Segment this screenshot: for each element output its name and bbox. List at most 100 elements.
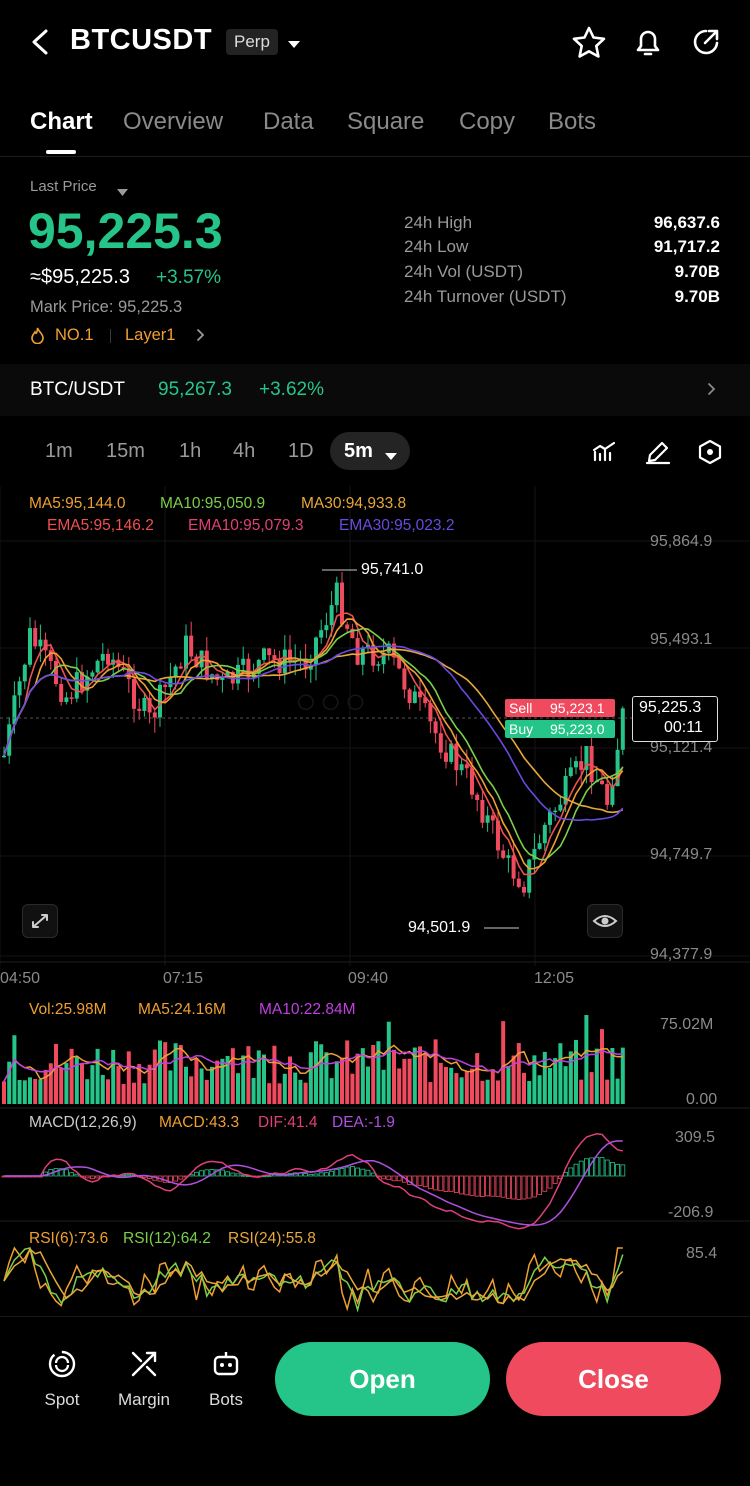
volume-bar <box>74 1056 79 1104</box>
chevron-down-icon[interactable] <box>287 37 301 55</box>
sell-tag-label: Sell <box>509 700 533 716</box>
volume-bar <box>501 1021 506 1104</box>
macd-histogram-bar <box>69 1172 74 1177</box>
visibility-button[interactable] <box>587 904 623 938</box>
chevron-right-icon[interactable] <box>196 328 205 347</box>
spot-icon[interactable] <box>32 1348 92 1385</box>
candle-body <box>220 677 225 680</box>
candle-body <box>38 639 43 647</box>
pair-title[interactable]: BTCUSDT <box>70 24 213 56</box>
volume-bar <box>594 1048 599 1104</box>
volume-bar <box>366 1066 370 1104</box>
buy-tag[interactable] <box>505 720 615 738</box>
candle-body <box>168 676 173 688</box>
bell-icon[interactable] <box>632 26 664 63</box>
bot-icon[interactable] <box>196 1348 256 1385</box>
draw-pencil-icon[interactable] <box>645 439 671 470</box>
timeframe-1d[interactable]: 1D <box>288 440 314 462</box>
bots-label[interactable]: Bots <box>208 1390 244 1409</box>
candle-body <box>85 676 90 691</box>
open-button[interactable]: Open <box>275 1342 490 1416</box>
candle-body <box>236 664 240 684</box>
volume-bar <box>605 1079 610 1104</box>
kline-chart[interactable] <box>0 486 750 1316</box>
volume-bar <box>548 1068 552 1104</box>
chevron-right-icon[interactable] <box>707 382 716 401</box>
volume-bar <box>80 1063 84 1104</box>
macd-histogram-bar <box>474 1175 480 1197</box>
candle-body <box>173 666 178 677</box>
volume-bar <box>433 1039 438 1104</box>
macd-histogram-bar <box>516 1175 522 1200</box>
volume-bar <box>376 1041 381 1104</box>
volume-bar <box>600 1029 604 1104</box>
macd-histogram-bar <box>500 1175 506 1198</box>
candle-body <box>324 625 329 631</box>
volume-bar <box>516 1043 521 1104</box>
timeframe-4h[interactable]: 4h <box>233 440 256 462</box>
tab-square[interactable]: Square <box>347 108 425 135</box>
rsi-line <box>3 1247 624 1305</box>
rank-tag[interactable]: NO.1 <box>55 326 94 344</box>
macd-histogram-bar <box>448 1175 454 1192</box>
candle-body <box>334 582 339 606</box>
chevron-down-icon[interactable] <box>385 448 397 466</box>
timeframe-1h[interactable]: 1h <box>179 440 202 462</box>
margin-icon[interactable] <box>114 1348 174 1385</box>
macd-histogram-bar <box>318 1172 324 1177</box>
volume-bar <box>33 1078 38 1104</box>
timeframe-active[interactable]: 5m <box>344 440 373 462</box>
candle-body <box>33 628 38 647</box>
spot-label[interactable]: Spot <box>44 1390 80 1409</box>
timeframe-selector[interactable] <box>330 432 410 470</box>
volume-bar <box>43 1069 48 1104</box>
ema10-label: EMA10:95,079.3 <box>188 517 304 534</box>
candle-body <box>12 695 17 725</box>
tab-bots[interactable]: Bots <box>548 108 597 135</box>
macd-histogram-bar <box>620 1164 626 1177</box>
volume-bar <box>610 1048 615 1104</box>
volume-bar <box>371 1044 376 1104</box>
volume-bar <box>220 1058 225 1104</box>
last-price-label[interactable]: Last Price <box>30 178 97 195</box>
candle-body <box>511 855 516 879</box>
margin-label[interactable]: Margin <box>118 1390 170 1409</box>
share-icon[interactable] <box>690 26 722 63</box>
favorite-star-icon[interactable] <box>572 26 606 63</box>
sell-tag-price: 95,223.1 <box>550 700 605 716</box>
volume-bar <box>158 1040 162 1104</box>
macd-histogram-bar <box>433 1175 439 1191</box>
indicator-icon[interactable] <box>592 440 616 469</box>
candle-body <box>152 712 157 718</box>
spot-reference-row[interactable] <box>0 364 750 416</box>
candle-body <box>2 755 6 758</box>
category-tag[interactable]: Layer1 <box>125 326 176 344</box>
sell-tag[interactable] <box>505 699 615 717</box>
tab-copy[interactable]: Copy <box>459 108 516 135</box>
volume-bar <box>506 1065 511 1104</box>
candle-body <box>397 657 402 669</box>
candle-body <box>423 697 428 704</box>
macd-histogram-bar <box>495 1175 501 1197</box>
tab-overview[interactable]: Overview <box>123 108 224 135</box>
candle-body <box>376 664 381 666</box>
fullscreen-button[interactable] <box>22 904 58 938</box>
macd-histogram-bar <box>521 1175 527 1200</box>
volume-bar <box>407 1058 412 1104</box>
last-price-dropdown-icon[interactable] <box>117 184 128 202</box>
volume-bar <box>126 1051 131 1104</box>
tab-data[interactable]: Data <box>263 108 314 135</box>
back-button[interactable] <box>28 28 52 56</box>
chart-settings-icon[interactable] <box>697 439 723 470</box>
macd-histogram-bar <box>370 1172 376 1177</box>
close-button[interactable]: Close <box>506 1342 721 1416</box>
timeframe-15m[interactable]: 15m <box>106 440 145 462</box>
candle-body <box>194 656 199 668</box>
tab-chart[interactable]: Chart <box>30 108 93 135</box>
timeframe-1m[interactable]: 1m <box>45 440 73 462</box>
macd-histogram-bar <box>199 1170 205 1177</box>
candle-body <box>412 691 417 704</box>
contract-type-badge[interactable]: Perp <box>226 29 278 55</box>
volume-bar <box>210 1066 214 1104</box>
volume-bar <box>137 1064 142 1104</box>
